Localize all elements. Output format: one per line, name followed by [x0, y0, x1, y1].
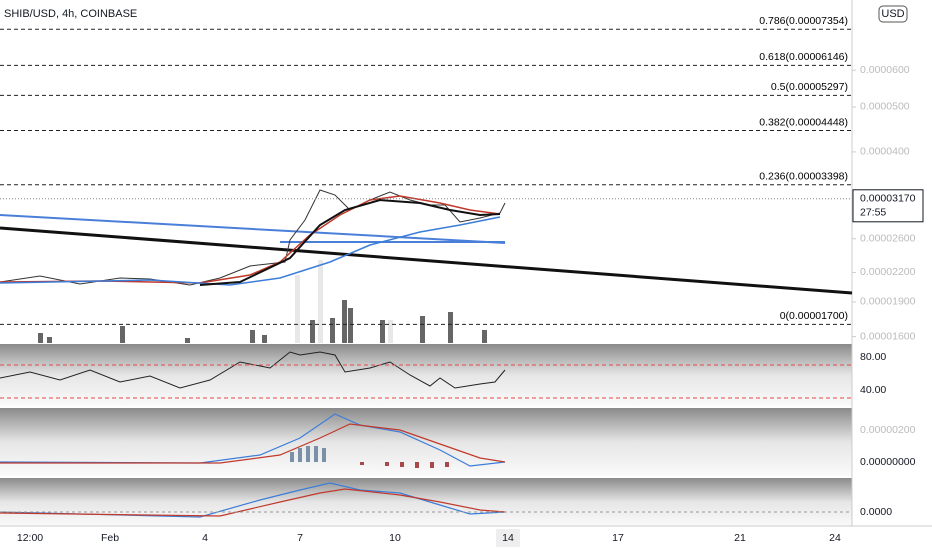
last-price-label: 0.00003170	[860, 193, 916, 205]
symbol-title: SHIB/USD, 4h, COINBASE	[4, 8, 137, 20]
price-tick-label: 0.0000500	[860, 101, 910, 113]
rsi-panel	[0, 344, 852, 406]
time-label: 14	[502, 532, 514, 544]
fib-label: 0.382(0.00004448)	[759, 116, 848, 128]
time-highlight	[496, 529, 520, 547]
fib-label: 0.618(0.00006146)	[759, 51, 848, 63]
rsi-label: 40.00	[860, 384, 886, 396]
time-label: 21	[734, 532, 746, 544]
price-tick-label: 0.0000400	[860, 146, 910, 158]
third-panel	[0, 478, 852, 526]
time-label: Feb	[101, 532, 119, 544]
time-label: 10	[389, 532, 401, 544]
time-label: 7	[297, 532, 303, 544]
fib-label: 0(0.00001700)	[780, 310, 848, 322]
time-label: 24	[829, 532, 841, 544]
macd-label: 0.00000000	[860, 456, 916, 468]
time-label: 12:00	[17, 532, 43, 544]
time-label: 4	[202, 532, 208, 544]
panel-label: 0.0000	[860, 506, 892, 518]
price-tick-label: 0.00001600	[860, 330, 916, 342]
price-tick-label: 0.0000600	[860, 64, 910, 76]
time-axis: 12:00 Feb 4 7 10 14 17 21 24	[17, 529, 841, 547]
price-drawings	[0, 189, 853, 518]
price-tick-label: 0.00001900	[860, 296, 916, 308]
macd-panel	[0, 408, 852, 476]
fib-label: 0.5(0.00005297)	[771, 81, 848, 93]
last-price-box	[852, 189, 924, 223]
currency-button[interactable]	[878, 5, 908, 23]
fib-label: 0.236(0.00003398)	[759, 171, 848, 183]
time-label: 17	[612, 532, 624, 544]
currency-label[interactable]: USD	[881, 8, 904, 20]
countdown-label: 27:55	[860, 207, 886, 219]
price-tick-label: 0.00002600	[860, 233, 916, 245]
price-tick-label: 0.00002200	[860, 266, 916, 278]
fib-label: 0.786(0.00007354)	[759, 15, 848, 27]
macd-label: 0.00000200	[860, 424, 916, 436]
rsi-label: 80.00	[860, 351, 886, 363]
